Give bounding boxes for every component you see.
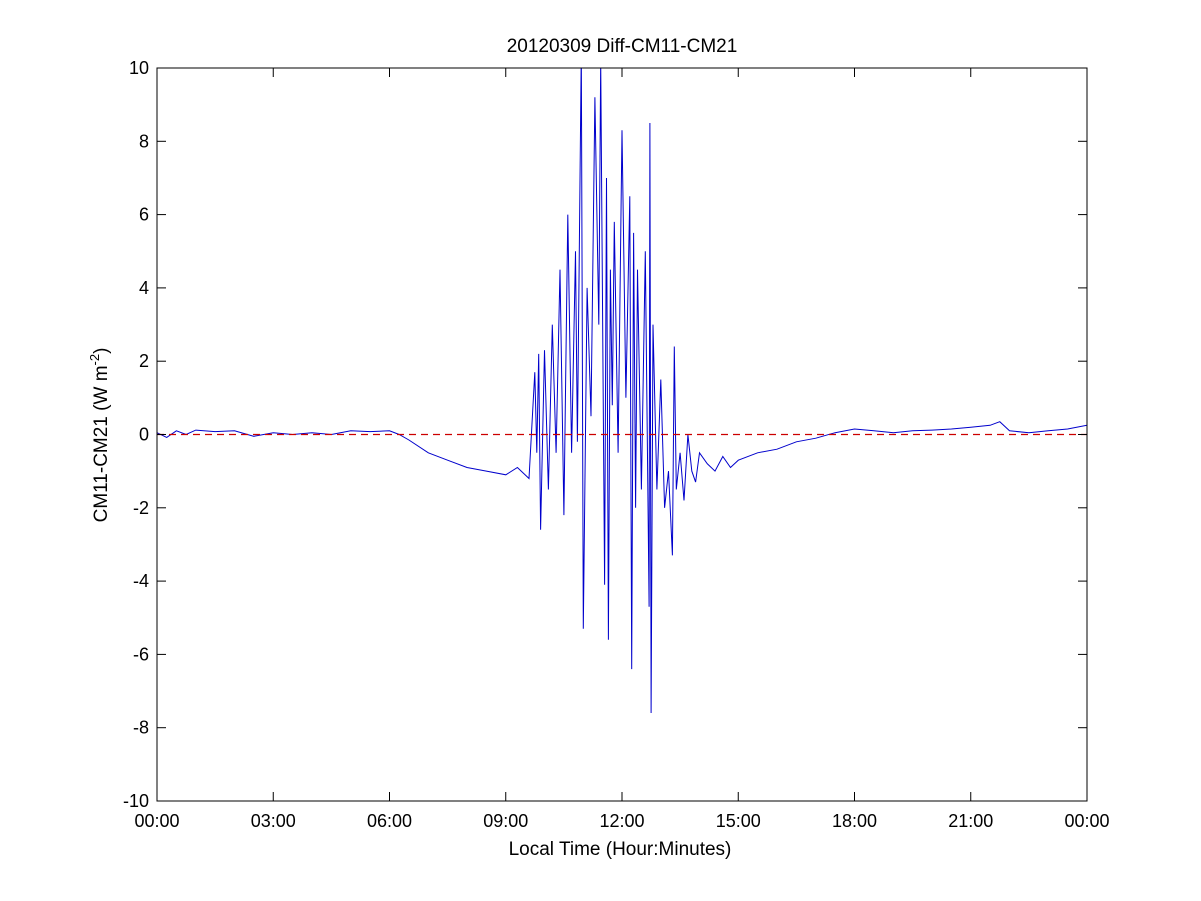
chart-title: 20120309 Diff-CM11-CM21 <box>507 36 738 57</box>
y-tick-label: 8 <box>139 131 149 151</box>
x-tick-label: 00:00 <box>134 811 179 831</box>
x-tick-label: 12:00 <box>599 811 644 831</box>
x-tick-label: 03:00 <box>251 811 296 831</box>
y-axis-title-main: CM11-CM21 (W m <box>91 365 112 522</box>
y-axis-title-sup: -2 <box>87 354 102 366</box>
x-tick-label: 18:00 <box>832 811 877 831</box>
y-tick-label: -4 <box>133 571 149 591</box>
y-tick-label: 10 <box>129 58 149 78</box>
x-tick-label: 09:00 <box>483 811 528 831</box>
y-tick-label: 2 <box>139 351 149 371</box>
y-axis-title-close: ) <box>91 348 112 354</box>
plot-layer <box>157 68 1087 714</box>
axes-layer: 00:00 03:00 06:00 09:00 12:00 15:00 18:00 21:00… <box>123 58 1110 831</box>
x-axis-title: Local Time (Hour:Minutes) <box>509 839 732 860</box>
y-tick-label: -2 <box>133 498 149 518</box>
y-axis-title: CM11-CM21 (W m-2) <box>87 348 112 523</box>
data-series-line <box>157 68 1087 714</box>
x-tick-label: 00:00 <box>1064 811 1109 831</box>
x-tick-label: 21:00 <box>948 811 993 831</box>
y-tick-label: 0 <box>139 425 149 445</box>
x-tick-label: 06:00 <box>367 811 412 831</box>
y-tick-label: -6 <box>133 644 149 664</box>
y-tick-label: 4 <box>139 278 149 298</box>
y-tick-label: -10 <box>123 791 149 811</box>
y-tick-label: 6 <box>139 205 149 225</box>
x-tick-label: 15:00 <box>716 811 761 831</box>
y-tick-label: -8 <box>133 718 149 738</box>
